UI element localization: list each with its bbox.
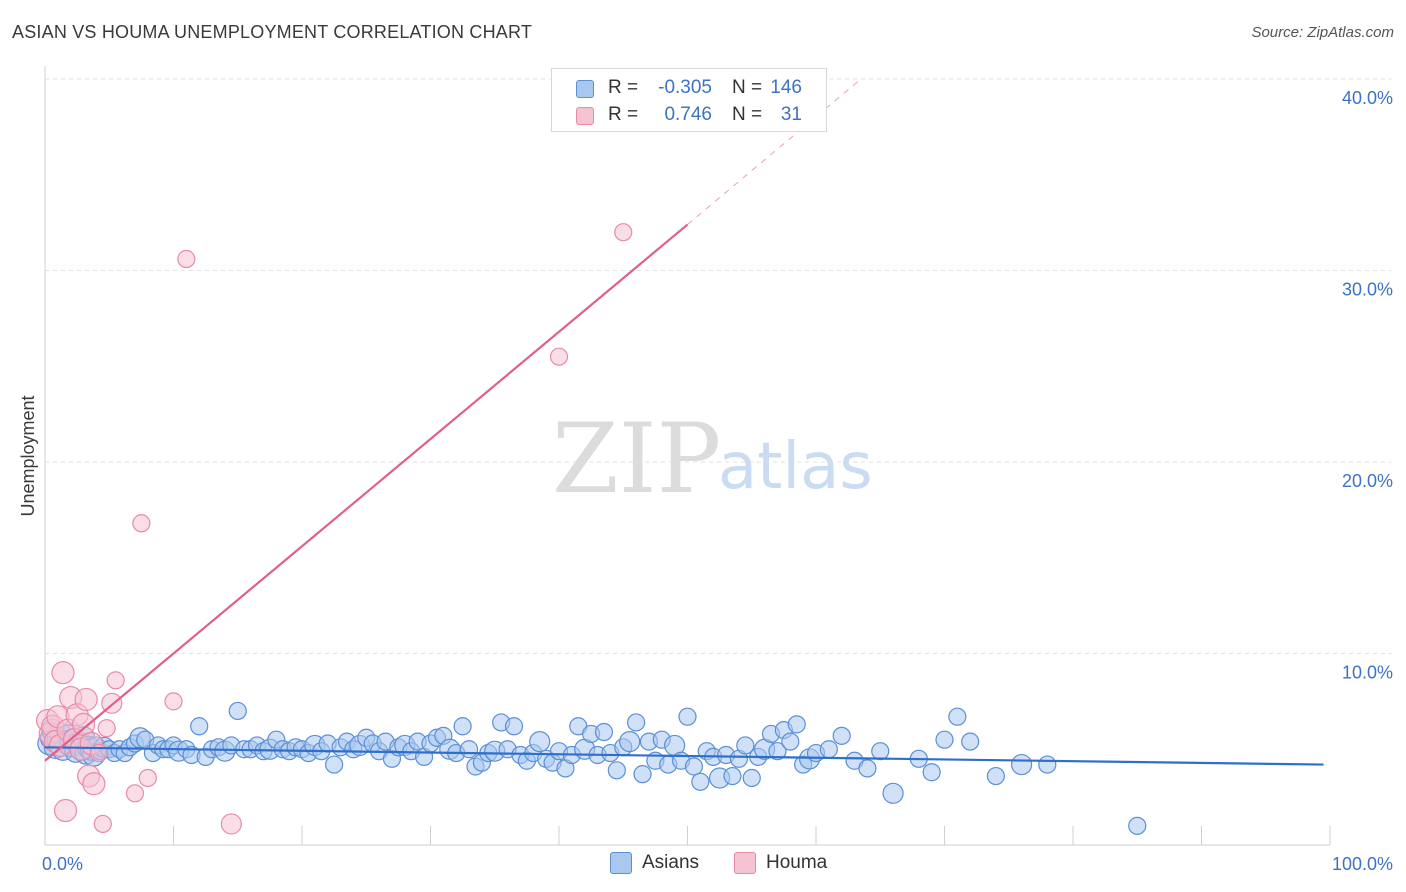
trend-line-houma-extension <box>687 78 862 225</box>
point-asians <box>768 742 787 761</box>
trend-lines <box>44 78 1324 766</box>
point-asians <box>459 740 479 759</box>
point-asians <box>626 713 646 732</box>
legend-row-houma: R = 0.746 N = 31 <box>552 102 826 128</box>
watermark: ZIP atlas <box>552 403 873 515</box>
series-label-houma: Houma <box>766 852 828 873</box>
series-label-asians: Asians <box>642 852 700 873</box>
y-axis-label: Unemployment <box>18 395 38 516</box>
point-asians <box>922 763 941 782</box>
y-tick-label: 30.0% <box>1342 280 1393 300</box>
point-houma <box>93 814 112 834</box>
legend-r-label: R = <box>608 77 639 98</box>
point-asians <box>858 759 877 778</box>
point-asians <box>504 717 524 736</box>
point-asians <box>325 755 344 774</box>
point-houma <box>74 687 98 712</box>
point-asians <box>684 757 704 776</box>
point-asians <box>1038 755 1057 774</box>
point-asians <box>723 766 742 786</box>
tick-labels: 10.0% 20.0% 30.0% 40.0% 0.0% 100.0% <box>42 88 1393 874</box>
series-swatch-houma <box>734 852 756 874</box>
legend-swatch-asians <box>576 80 594 98</box>
point-houma <box>51 661 75 685</box>
point-asians <box>453 717 472 736</box>
point-asians <box>787 715 806 734</box>
legend-r-label: R = <box>608 104 639 125</box>
watermark-zip: ZIP <box>552 403 721 515</box>
point-houma <box>97 719 116 738</box>
chart-title: ASIAN VS HOUMA UNEMPLOYMENT CORRELATION … <box>12 22 533 42</box>
y-tick-label: 40.0% <box>1342 88 1393 108</box>
legend-row-asians: R = -0.305 N = 146 <box>552 75 826 101</box>
y-tick-label: 20.0% <box>1342 471 1393 491</box>
point-houma <box>125 784 145 803</box>
point-asians <box>781 732 800 751</box>
legend-n-value: 146 <box>770 77 802 98</box>
legend-r-value: 0.746 <box>664 104 712 125</box>
trend-line-houma <box>44 223 689 762</box>
point-asians <box>948 707 967 726</box>
legend-n-label: N = <box>732 104 763 125</box>
point-houma <box>220 813 242 835</box>
point-houma <box>138 768 157 788</box>
point-houma <box>53 798 78 823</box>
point-asians <box>607 761 626 780</box>
point-asians <box>986 766 1006 786</box>
point-asians <box>961 732 980 751</box>
point-asians <box>736 736 755 755</box>
point-asians <box>832 726 851 745</box>
trend-line-asians <box>44 746 1324 766</box>
point-asians <box>633 765 652 784</box>
point-houma <box>164 692 183 711</box>
y-tick-label: 10.0% <box>1342 663 1393 683</box>
point-asians <box>1128 816 1147 835</box>
axes <box>44 66 1393 846</box>
point-asians <box>935 730 954 749</box>
watermark-atlas: atlas <box>718 430 873 504</box>
legend-n-value: 31 <box>780 104 802 125</box>
series-asians-points <box>37 701 1147 835</box>
point-asians <box>529 730 551 753</box>
legend-swatch-houma <box>576 107 594 125</box>
point-houma <box>132 514 151 533</box>
x-tick-label: 0.0% <box>42 854 83 874</box>
point-houma <box>549 347 569 366</box>
x-tick-label: 100.0% <box>1332 854 1393 874</box>
correlation-legend: R = -0.305 N = 146 R = 0.746 N = 31 <box>551 68 827 132</box>
point-asians <box>871 742 890 761</box>
legend-r-value: -0.305 <box>658 77 712 98</box>
point-asians <box>619 730 641 753</box>
point-houma <box>82 772 106 796</box>
series-swatch-asians <box>610 852 632 874</box>
point-asians <box>819 740 838 759</box>
point-houma <box>177 249 196 269</box>
point-asians <box>190 717 209 736</box>
grid-lines <box>45 78 1392 654</box>
point-asians <box>742 768 761 788</box>
point-asians <box>594 722 614 742</box>
point-houma <box>106 671 125 690</box>
point-asians <box>228 701 247 721</box>
legend-n-label: N = <box>732 77 763 98</box>
chart-source: Source: ZipAtlas.com <box>1251 24 1394 41</box>
point-asians <box>882 782 904 804</box>
point-asians <box>1010 753 1033 776</box>
point-houma <box>614 223 633 242</box>
point-asians <box>691 772 710 791</box>
point-asians <box>678 707 697 726</box>
